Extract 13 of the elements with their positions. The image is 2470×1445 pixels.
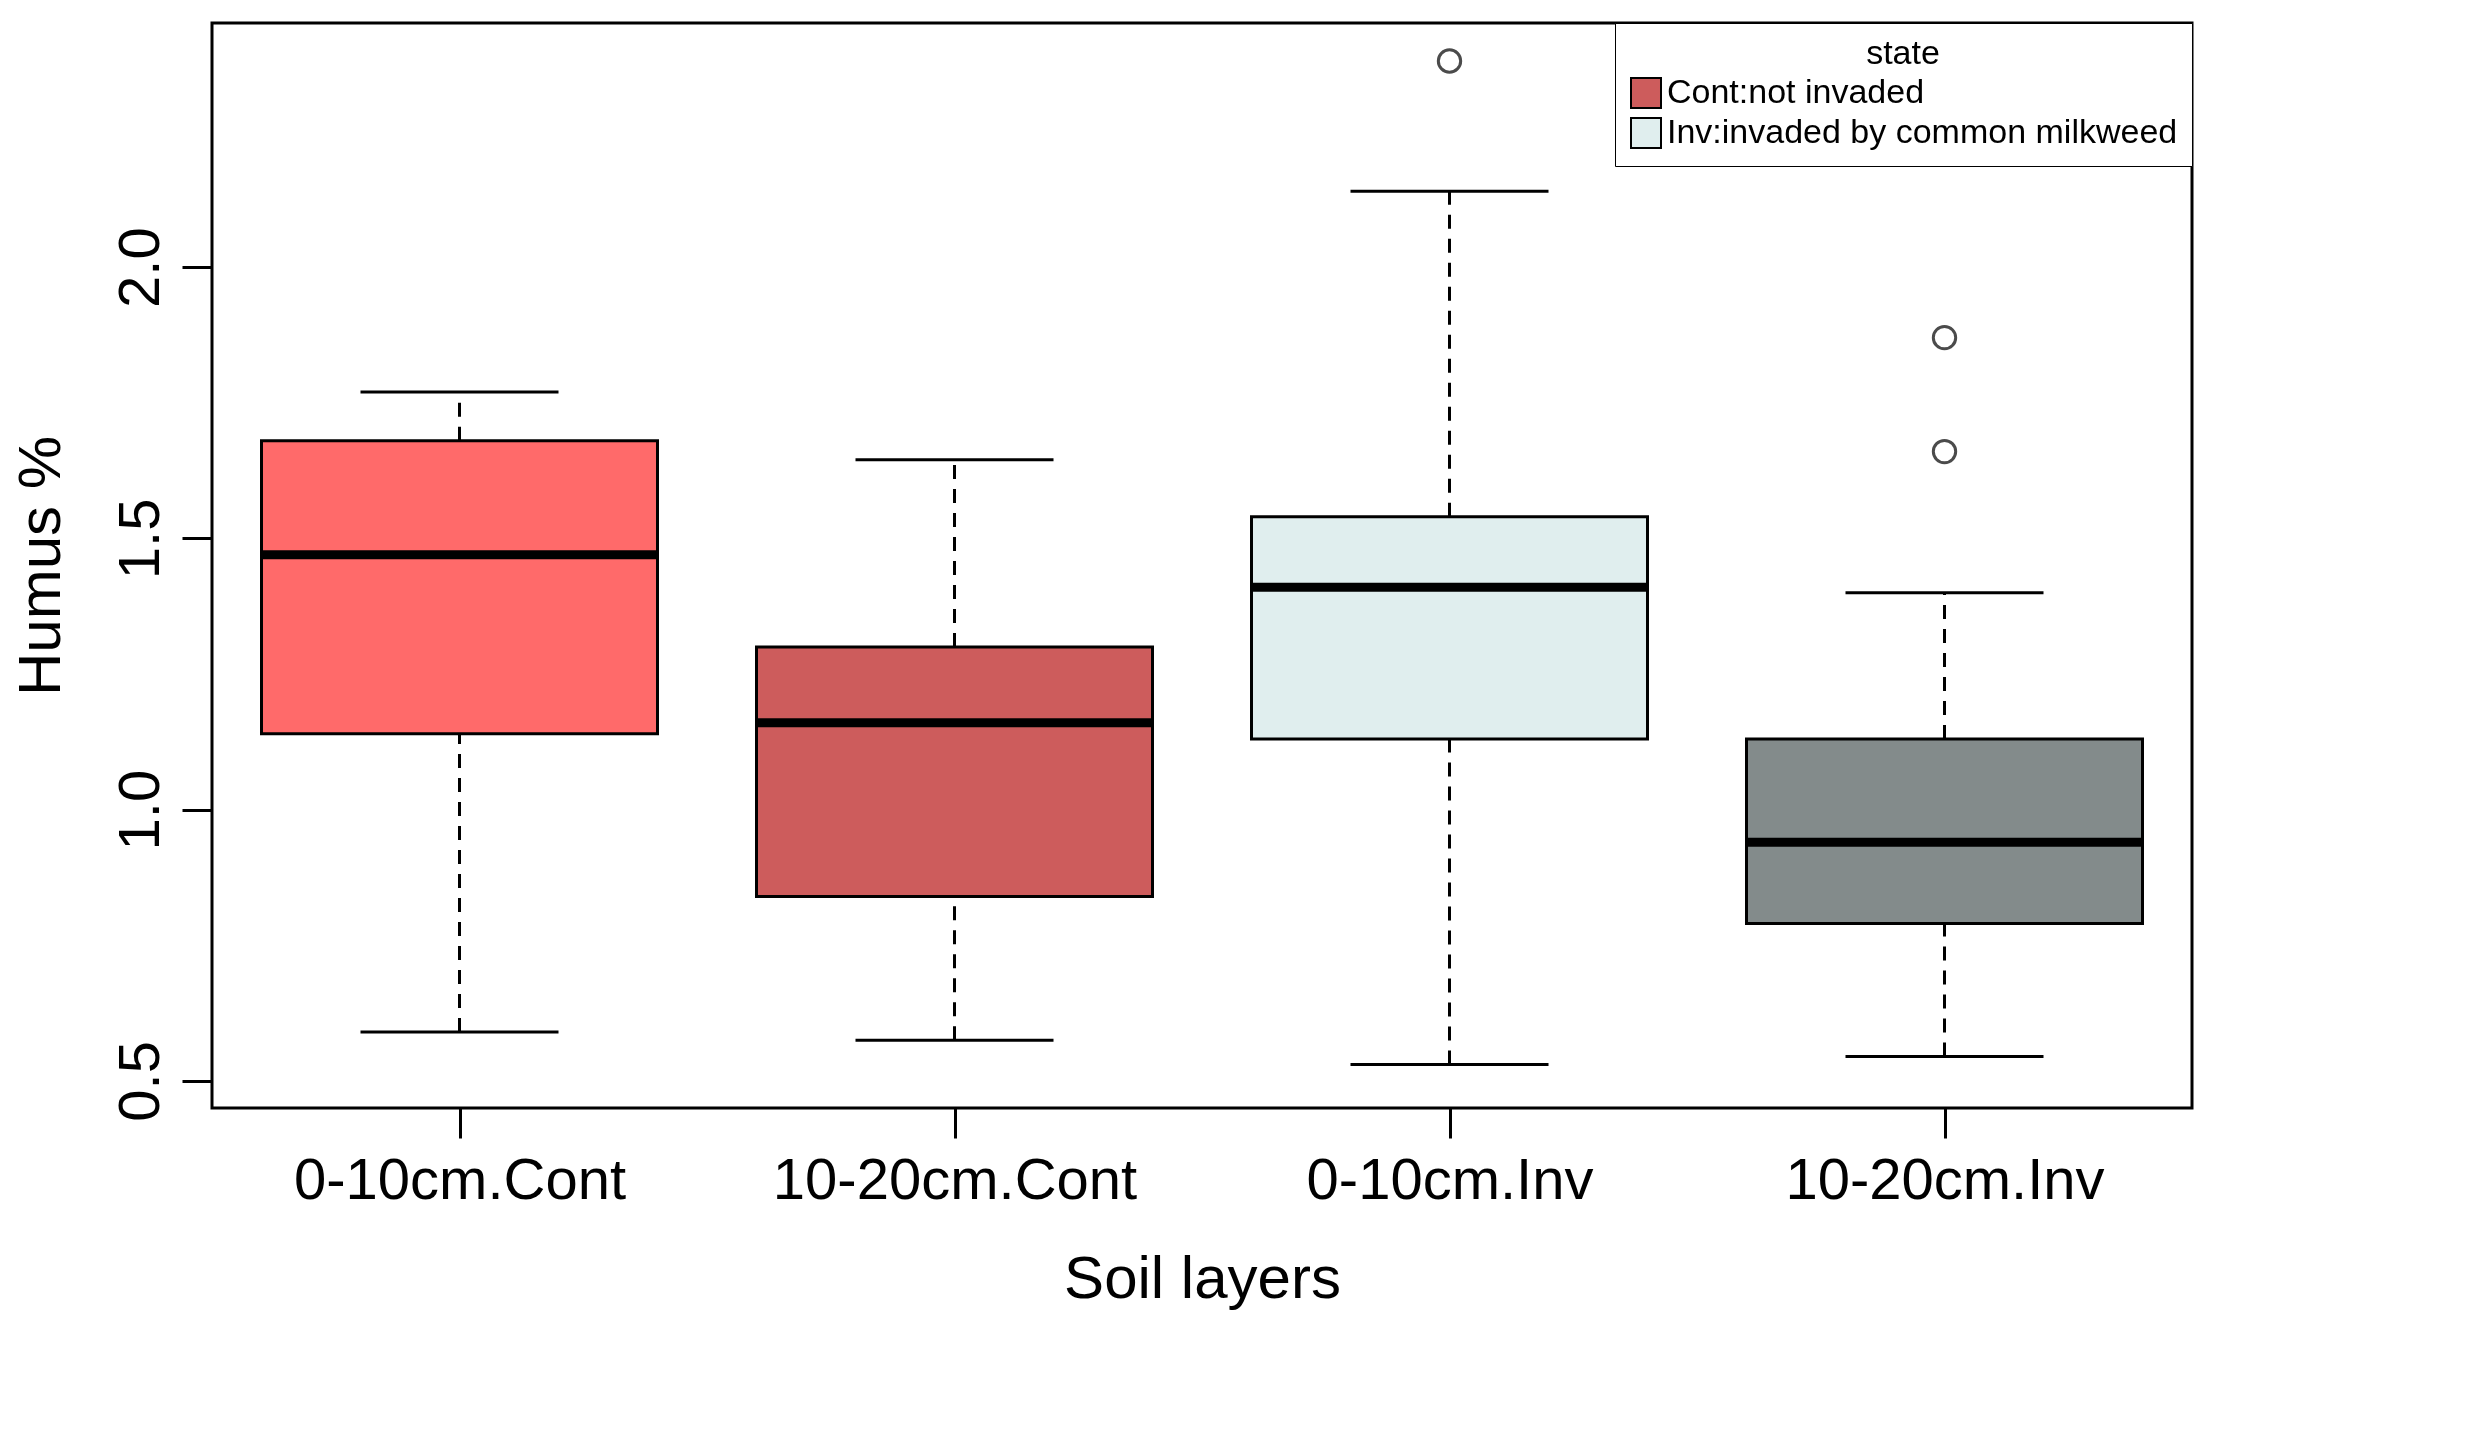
legend-label: Cont:not invaded: [1667, 72, 1925, 110]
y-tick-label: 1.0: [105, 769, 171, 851]
x-tick-label: 10-20cm.Inv: [1785, 1145, 2105, 1211]
x-axis-title: Soil layers: [1064, 1243, 1341, 1311]
x-tick-label: 10-20cm.Cont: [772, 1145, 1138, 1211]
legend-title: state: [1866, 33, 1940, 71]
y-axis-title: Humus %: [5, 435, 73, 697]
legend-label: Inv:invaded by common milkweed: [1667, 112, 2178, 150]
x-tick-label: 0-10cm.Cont: [293, 1145, 627, 1211]
y-tick-label: 2.0: [105, 227, 171, 308]
x-tick-label: 0-10cm.Inv: [1306, 1145, 1594, 1211]
y-tick-label: 0.5: [105, 1041, 171, 1122]
y-tick-label: 1.5: [105, 498, 171, 580]
